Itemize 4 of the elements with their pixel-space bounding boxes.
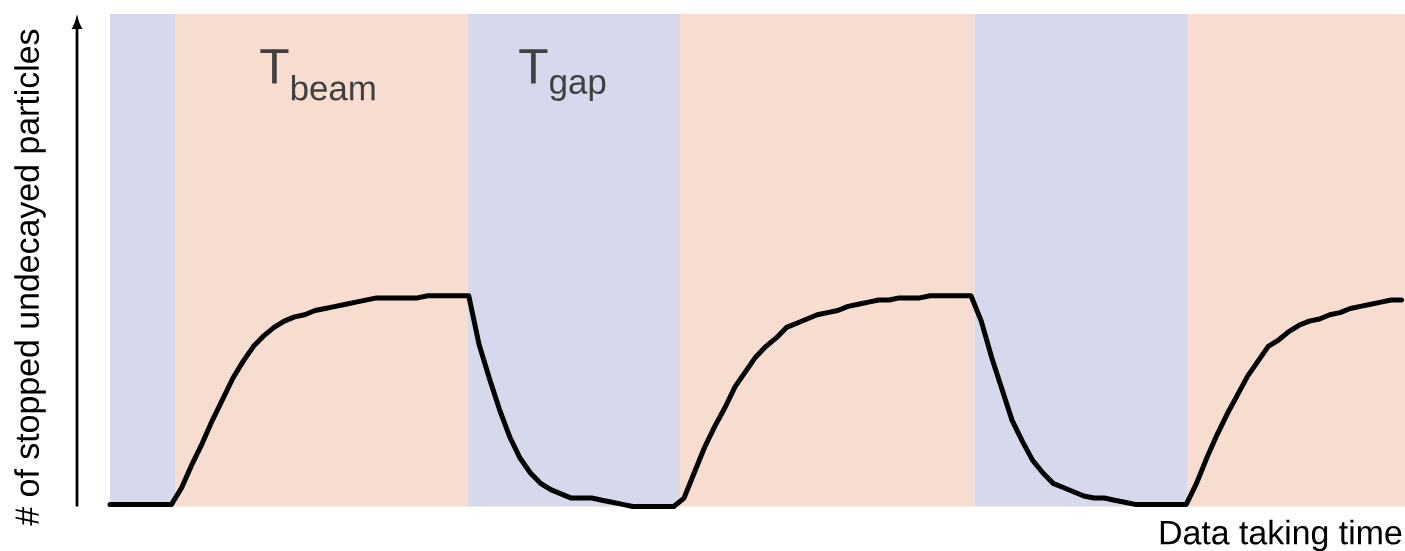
x-axis-title: Data taking time	[1160, 519, 1402, 551]
y-axis-title: # of stopped undecayed particles	[14, 29, 46, 526]
text: T$_{gap}$	[519, 49, 606, 101]
text: T$_{beam}$	[260, 49, 375, 101]
